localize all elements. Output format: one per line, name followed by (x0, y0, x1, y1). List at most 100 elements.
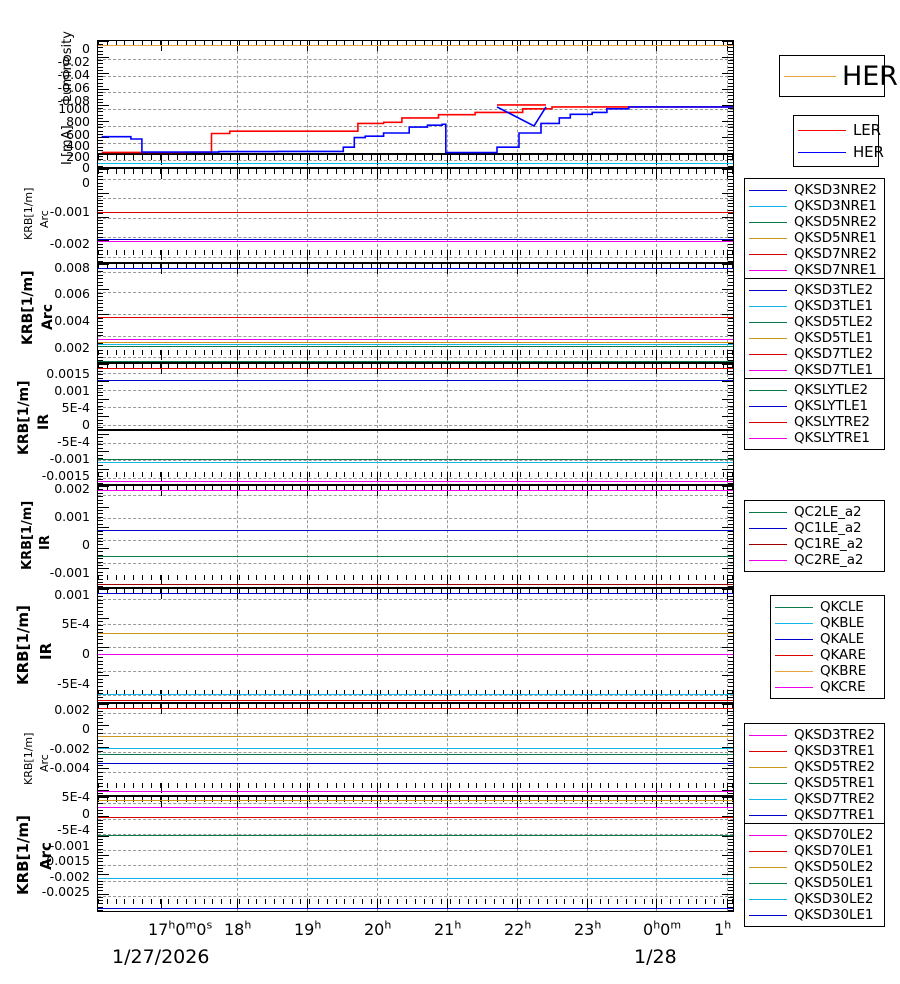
y-tick-label: -0.004 (49, 760, 90, 775)
legend-color-swatch (749, 189, 787, 191)
y-tick-label: 800 (66, 114, 90, 129)
legend-row[interactable]: QKSD5TRE2 (749, 759, 879, 775)
gridline-vertical (447, 704, 448, 795)
y-tick-label: -0.0015 (41, 468, 90, 483)
legend-row[interactable]: QKSD50LE2 (749, 859, 879, 875)
legend-row[interactable]: QKSD5TRE1 (749, 775, 879, 791)
legend-row[interactable]: QC2LE_a2 (749, 504, 879, 520)
gridline-vertical (587, 486, 588, 587)
legend-row[interactable]: QKARE (775, 647, 879, 663)
legend-row[interactable]: QKSLYTRE1 (749, 430, 879, 446)
legend-row[interactable]: HER (784, 59, 898, 93)
legend-row[interactable]: QKSD7TLE1 (749, 362, 879, 378)
y-tick-label: -0.08 (57, 93, 90, 108)
gridline-vertical (237, 704, 238, 795)
legend-label: QKARE (820, 647, 866, 663)
legend-row[interactable]: QKSD3TRE2 (749, 727, 879, 743)
legend-row[interactable]: QKSD7TRE2 (749, 791, 879, 807)
gridline-horizontal (98, 647, 733, 649)
legend-row[interactable]: QKSD7TLE2 (749, 346, 879, 362)
legend-row[interactable]: QKSD50LE1 (749, 875, 879, 891)
legend-label: QKSD30LE2 (794, 891, 874, 907)
legend-row[interactable]: QKSD3NRE2 (749, 182, 879, 198)
gridline-vertical (307, 589, 308, 702)
panel-krb-ir-qk[interactable] (97, 588, 734, 703)
legend-qksd-tre[interactable]: QKSD3TRE2 QKSD3TRE1 QKSD5TRE2 QKSD5TRE1 QKSD… (744, 723, 885, 827)
legend-color-swatch (749, 734, 787, 736)
gridline-horizontal (98, 314, 733, 315)
legend-color-swatch (749, 543, 787, 545)
legend-row[interactable]: QKSD3TLE2 (749, 282, 879, 298)
legend-label: QKSD5TRE1 (794, 775, 875, 791)
legend-row[interactable]: QKSD5TLE1 (749, 330, 879, 346)
legend-row[interactable]: QKSD7NRE2 (749, 246, 879, 262)
data-series-line (98, 368, 733, 370)
legend-row[interactable]: HER (798, 141, 884, 163)
panel-krb-arc-ner[interactable] (97, 168, 734, 263)
legend-her-luminosity[interactable]: HER (779, 55, 898, 97)
data-series-line (98, 708, 733, 710)
legend-row[interactable]: QKALE (775, 631, 879, 647)
legend-row[interactable]: QKSD3TLE1 (749, 298, 879, 314)
legend-qkslyt[interactable]: QKSLYTLE2 QKSLYTLE1 QKSLYTRE2 QKSLYTRE1 (744, 378, 885, 450)
legend-row[interactable]: QKSD70LE1 (749, 843, 879, 859)
legend-row[interactable]: QKSD7NRE1 (749, 262, 879, 278)
legend-row[interactable]: QKSD3NRE1 (749, 198, 879, 214)
legend-row[interactable]: QKSD5NRE1 (749, 230, 879, 246)
y-tick-label: -5E-4 (57, 676, 90, 691)
legend-row[interactable]: QKBRE (775, 663, 879, 679)
data-series-line (98, 834, 733, 836)
legend-row[interactable]: QKCRE (775, 679, 879, 695)
panel-krb-arc-tle[interactable] (97, 263, 734, 363)
gridline-horizontal (98, 335, 733, 337)
legend-qksd-ole[interactable]: QKSD70LE2 QKSD70LE1 QKSD50LE2 QKSD50LE1 QKSD… (744, 823, 885, 927)
legend-qk-magnets[interactable]: QKCLE QKBLE QKALE QKARE QKBRE QKCRE (770, 595, 885, 699)
legend-row[interactable]: QKSLYTRE2 (749, 414, 879, 430)
x-axis-ticks-top (98, 364, 733, 376)
legend-label: QC2LE_a2 (794, 504, 862, 520)
legend-qc-magnets[interactable]: QC2LE_a2 QC1LE_a2 QC1RE_a2 QC2RE_a2 (744, 500, 885, 572)
gridline-horizontal (98, 896, 733, 898)
legend-label: HER (853, 143, 884, 161)
data-series-line (98, 380, 733, 382)
legend-label: QKSD3TLE2 (794, 282, 874, 298)
legend-row[interactable]: QKSD30LE2 (749, 891, 879, 907)
y-tick-label: 0 (82, 721, 90, 736)
legend-beam-currents[interactable]: LER HER (793, 115, 884, 167)
panel-krb-ir-slyt[interactable] (97, 363, 734, 485)
legend-color-swatch (749, 353, 787, 355)
x-axis-ticks-top (98, 169, 733, 181)
legend-row[interactable]: QC2RE_a2 (749, 552, 879, 568)
legend-row[interactable]: QKSD70LE2 (749, 827, 879, 843)
legend-row[interactable]: QKCLE (775, 599, 879, 615)
legend-row[interactable]: LER (798, 119, 881, 141)
legend-row[interactable]: QKSD5TLE2 (749, 314, 879, 330)
panel-krb-ir-qc[interactable] (97, 485, 734, 588)
legend-row[interactable]: QKSD7TRE1 (749, 807, 879, 823)
gridline-vertical (237, 169, 238, 262)
legend-row[interactable]: QC1LE_a2 (749, 520, 879, 536)
legend-row[interactable]: QKSD3TRE1 (749, 743, 879, 759)
gridline-vertical (587, 364, 588, 484)
legend-qksd-tle[interactable]: QKSD3TLE2 QKSD3TLE1 QKSD5TLE2 QKSD5TLE1 QKSD… (744, 278, 885, 382)
legend-row[interactable]: QKSLYTLE1 (749, 398, 879, 414)
legend-row[interactable]: QC1RE_a2 (749, 536, 879, 552)
data-series-line (98, 584, 733, 586)
legend-row[interactable]: QKSLYTLE2 (749, 382, 879, 398)
gridline-vertical (307, 364, 308, 484)
y-axis-ticks-right (719, 589, 733, 702)
y-tick-label: 0 (82, 160, 90, 175)
x-axis-ticks-bottom (98, 350, 733, 362)
legend-row[interactable]: QKBLE (775, 615, 879, 631)
legend-row[interactable]: QKSD5NRE2 (749, 214, 879, 230)
legend-color-swatch (749, 389, 787, 391)
gridline-vertical (447, 589, 448, 702)
gridline-vertical (517, 486, 518, 587)
legend-row[interactable]: QKSD30LE1 (749, 907, 879, 923)
panel-krb-arc-tre[interactable] (97, 703, 734, 796)
gridline-horizontal (98, 407, 733, 409)
y-tick-label: 0 (82, 537, 90, 552)
legend-qksd-nre[interactable]: QKSD3NRE2 QKSD3NRE1 QKSD5NRE2 QKSD5NRE1 QKSD… (744, 178, 885, 282)
panel-krb-arc-ole[interactable] (97, 796, 734, 912)
panel-luminosity-current[interactable] (97, 40, 734, 168)
